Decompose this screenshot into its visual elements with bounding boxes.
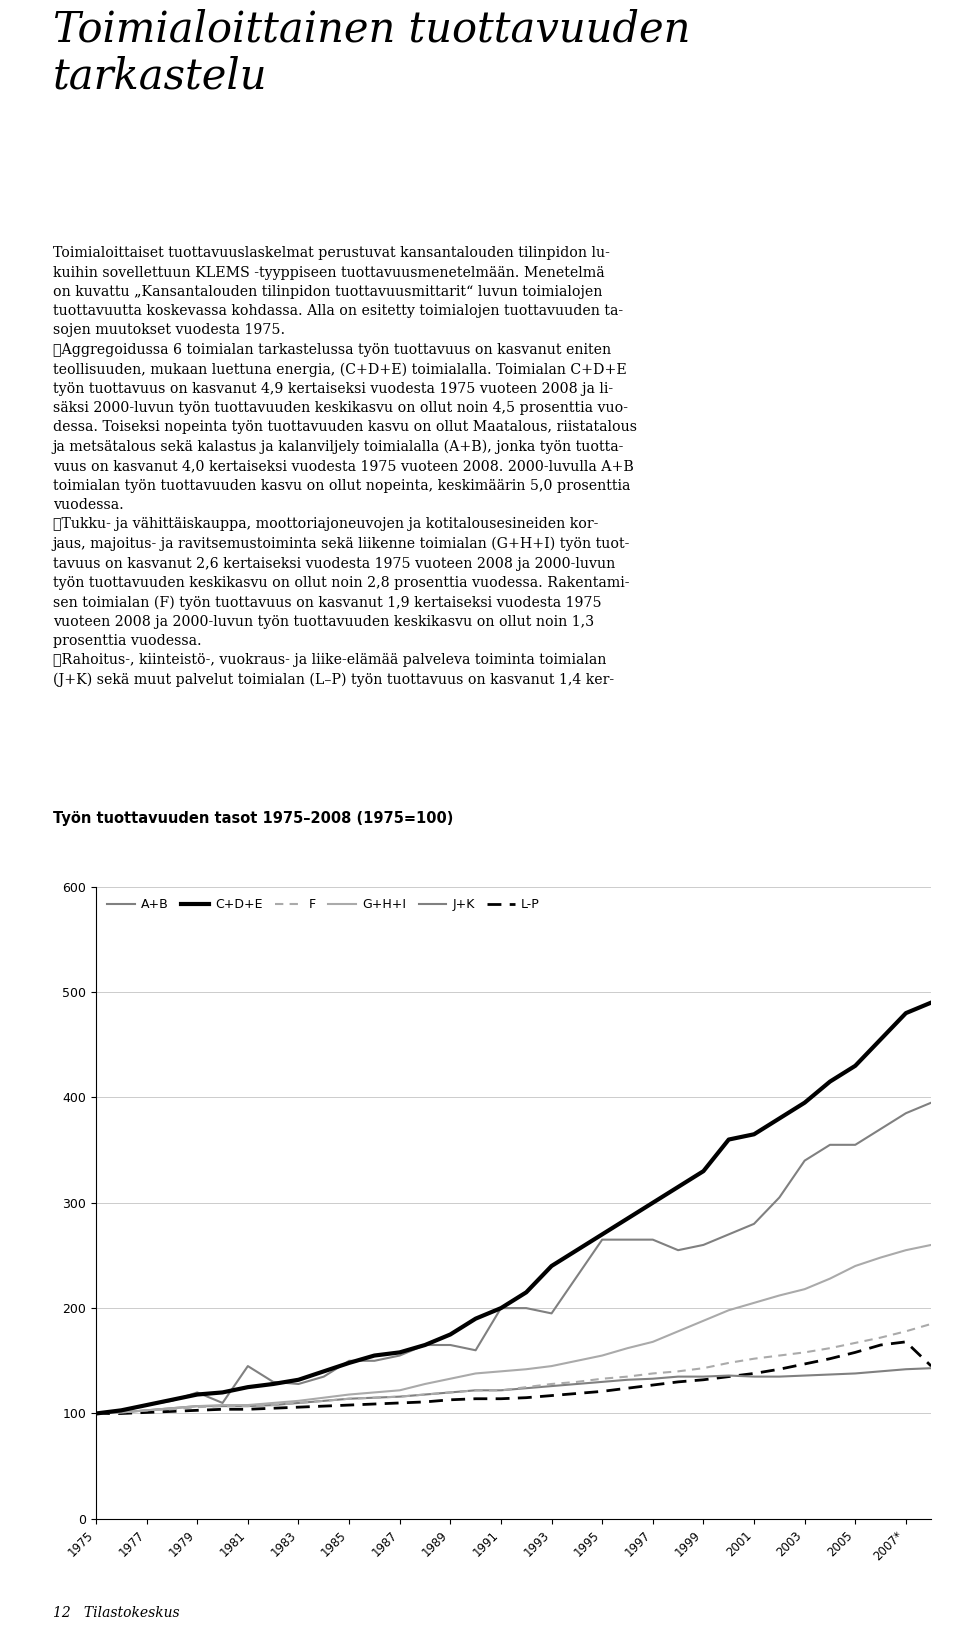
Text: Toimialoittainen tuottavuuden
tarkastelu: Toimialoittainen tuottavuuden tarkastelu: [53, 8, 690, 97]
Text: Toimialoittaiset tuottavuuslaskelmat perustuvat kansantalouden tilinpidon lu-
ku: Toimialoittaiset tuottavuuslaskelmat per…: [53, 246, 636, 688]
Text: 12   Tilastokeskus: 12 Tilastokeskus: [53, 1606, 180, 1621]
Legend: A+B, C+D+E, F, G+H+I, J+K, L-P: A+B, C+D+E, F, G+H+I, J+K, L-P: [103, 893, 544, 916]
Text: Työn tuottavuuden tasot 1975–2008 (1975=100): Työn tuottavuuden tasot 1975–2008 (1975=…: [53, 811, 453, 826]
